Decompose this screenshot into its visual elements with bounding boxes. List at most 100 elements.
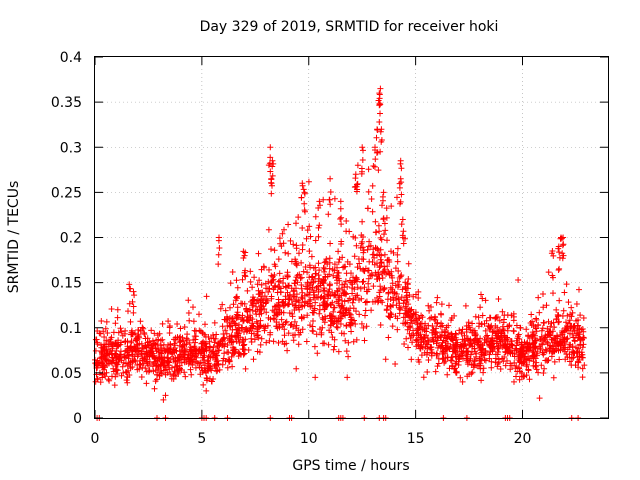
- data-point: [205, 353, 212, 360]
- data-point: [388, 272, 395, 279]
- data-point: [326, 327, 333, 334]
- data-point-peak: [215, 237, 222, 244]
- data-point-peak: [360, 147, 366, 154]
- data-point: [463, 329, 470, 335]
- data-point: [230, 301, 237, 308]
- data-point: [516, 365, 523, 372]
- data-point: [492, 323, 499, 329]
- data-point: [243, 316, 250, 323]
- data-point: [381, 220, 388, 227]
- data-point-peak: [354, 162, 361, 169]
- data-point: [220, 335, 227, 342]
- data-point: [363, 288, 370, 295]
- data-point: [472, 335, 479, 342]
- data-point: [571, 322, 578, 329]
- data-point: [306, 292, 312, 298]
- data-point: [224, 323, 231, 329]
- data-point: [304, 279, 311, 286]
- data-point: [210, 335, 217, 342]
- data-point: [239, 324, 246, 331]
- data-point: [276, 235, 283, 242]
- data-point: [388, 203, 395, 210]
- data-point: [419, 314, 426, 321]
- data-point: [312, 237, 319, 244]
- data-point-peak: [131, 292, 138, 299]
- data-point: [465, 348, 472, 355]
- data-point: [321, 268, 328, 275]
- data-point: [453, 369, 460, 376]
- data-point: [362, 299, 369, 306]
- data-point: [538, 362, 545, 369]
- data-point: [325, 341, 332, 348]
- data-point: [402, 235, 408, 242]
- data-point: [571, 337, 578, 344]
- data-point: [280, 280, 286, 286]
- x-tick-label: 10: [300, 431, 318, 447]
- data-point: [401, 341, 408, 347]
- data-point: [477, 304, 484, 311]
- data-point: [167, 341, 174, 348]
- x-tick-label: 0: [91, 431, 100, 447]
- data-point: [447, 357, 454, 364]
- data-point: [442, 329, 449, 336]
- data-point: [227, 304, 233, 311]
- data-point: [237, 351, 244, 358]
- data-point: [569, 309, 576, 316]
- data-point: [228, 320, 235, 327]
- data-point: [317, 282, 324, 289]
- data-point: [500, 358, 507, 365]
- data-point: [304, 227, 311, 234]
- data-point: [359, 256, 365, 262]
- data-point: [541, 365, 548, 372]
- data-point: [92, 336, 99, 343]
- data-point: [376, 275, 383, 282]
- data-point: [399, 286, 406, 293]
- data-point: [465, 335, 471, 342]
- data-point: [124, 343, 131, 350]
- data-point: [356, 311, 363, 318]
- data-point: [421, 324, 428, 331]
- data-point: [283, 318, 290, 325]
- data-point: [350, 296, 357, 303]
- data-point: [187, 366, 194, 373]
- data-point: [165, 318, 172, 325]
- data-point: [238, 316, 244, 323]
- data-point: [245, 347, 252, 353]
- data-point: [124, 373, 131, 380]
- data-point: [508, 338, 514, 344]
- data-point: [143, 350, 150, 356]
- data-point: [250, 323, 257, 329]
- data-point: [159, 320, 166, 327]
- data-point: [492, 330, 499, 337]
- data-point: [161, 367, 167, 374]
- data-point: [539, 341, 546, 348]
- data-point: [162, 371, 169, 378]
- data-point: [307, 322, 313, 329]
- data-point: [365, 188, 372, 195]
- data-point: [288, 297, 295, 303]
- data-point-peak: [372, 147, 378, 153]
- data-point-peak: [375, 97, 382, 104]
- data-point: [553, 306, 560, 313]
- data-point: [111, 382, 118, 389]
- data-point: [396, 310, 403, 317]
- data-point: [398, 272, 405, 279]
- y-tick-label: 0.4: [60, 50, 82, 66]
- data-point: [299, 225, 306, 231]
- data-point: [446, 302, 452, 309]
- data-point: [424, 349, 431, 356]
- data-point: [334, 287, 340, 294]
- data-point: [229, 363, 236, 370]
- data-point: [139, 364, 146, 371]
- data-point: [280, 321, 287, 328]
- data-point-peak: [560, 241, 567, 248]
- data-point-peak: [215, 251, 222, 258]
- data-point: [299, 289, 306, 296]
- data-point: [352, 321, 359, 327]
- data-point: [99, 374, 106, 381]
- data-point: [290, 241, 297, 248]
- data-point: [504, 343, 511, 350]
- data-point: [141, 329, 148, 336]
- data-point: [375, 167, 382, 174]
- data-point: [285, 295, 292, 301]
